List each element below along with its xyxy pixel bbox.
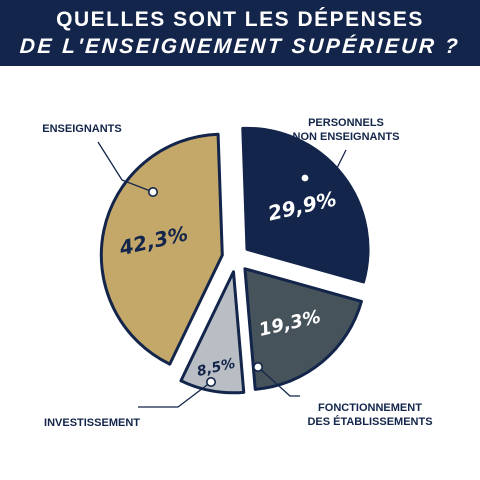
slice-label-fonct: FONCTIONNEMENT DES ÉTABLISSEMENTS xyxy=(307,402,432,428)
chart-title-line1: QUELLES SONT LES DÉPENSES xyxy=(56,8,424,31)
pie-slice-ens xyxy=(99,132,224,366)
pie-slice-invest xyxy=(179,270,246,395)
slice-label-ens: ENSEIGNANTS xyxy=(42,123,121,135)
leader-marker-invest xyxy=(206,376,217,387)
leader-marker-ens xyxy=(148,187,159,198)
slice-label-invest: INVESTISSEMENT xyxy=(44,417,140,429)
leader-marker-fonct xyxy=(253,361,264,372)
leader-line-invest xyxy=(138,381,212,408)
leader-line-ens xyxy=(97,141,154,193)
leader-line-fonct xyxy=(257,366,300,397)
leader-marker-pnens xyxy=(299,173,310,184)
pie-slice-pnens xyxy=(241,126,370,284)
title-banner: QUELLES SONT LES DÉPENSES DE L'ENSEIGNEM… xyxy=(0,0,480,66)
slice-label-pnens: PERSONNELS NON ENSEIGNANTS xyxy=(293,117,400,143)
leader-line-pnens xyxy=(304,149,347,179)
pie-slice-fonct xyxy=(243,267,363,391)
